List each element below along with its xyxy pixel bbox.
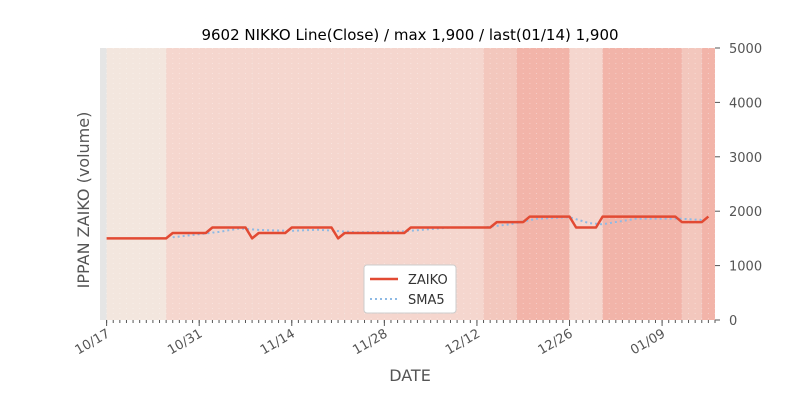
x-axis-label: DATE <box>389 366 431 385</box>
y-tick-label: 3000 <box>729 151 762 166</box>
legend-box <box>363 264 457 314</box>
x-tick-label: 12/12 <box>443 326 483 358</box>
legend: ZAIKO SMA5 <box>363 264 457 314</box>
background-band-0 <box>106 48 167 320</box>
background-band-5 <box>516 48 570 320</box>
y-tick-label: 1000 <box>729 260 762 275</box>
x-tick-label: 10/17 <box>73 326 113 358</box>
legend-label-sma5: SMA5 <box>408 293 445 308</box>
x-tick-label: 01/09 <box>628 326 668 358</box>
y-axis-label: IPPAN ZAIKO (volume) <box>74 112 93 289</box>
background-band-9 <box>701 48 715 320</box>
background-band-2 <box>252 48 345 320</box>
y-tick-label: 5000 <box>729 42 762 57</box>
background-band-1 <box>166 48 253 320</box>
series-line-zaiko <box>106 215 710 240</box>
x-tick-label: 11/14 <box>258 326 298 358</box>
y-tick-label: 2000 <box>729 205 762 220</box>
x-tick-label: 11/28 <box>350 326 390 358</box>
background-band-6 <box>569 48 603 320</box>
y-tick-label: 0 <box>729 314 737 329</box>
background-band-7 <box>602 48 682 320</box>
x-tick-label: 10/31 <box>165 326 205 358</box>
chart-title: 9602 NIKKO Line(Close) / max 1,900 / las… <box>201 26 618 44</box>
legend-label-zaiko: ZAIKO <box>408 273 448 288</box>
background-band-8 <box>681 48 702 320</box>
background-band-4 <box>483 48 517 320</box>
y-tick-label: 4000 <box>729 96 762 111</box>
x-tick-label: 12/26 <box>536 326 576 358</box>
